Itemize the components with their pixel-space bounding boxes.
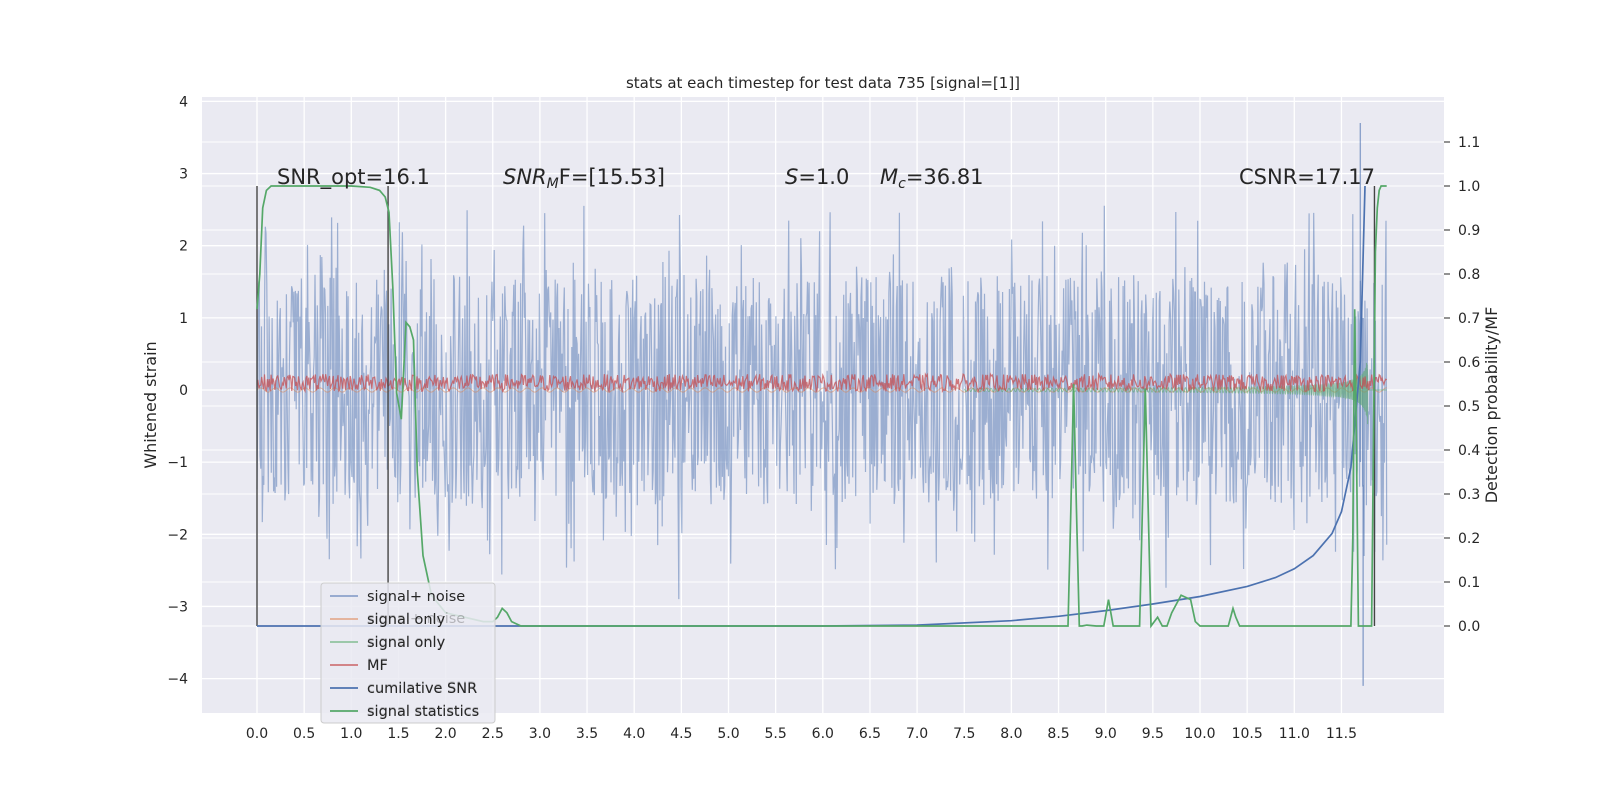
series-mf: [256, 372, 1388, 394]
x-tick-label-6: 3.0: [529, 726, 551, 742]
legend-label-2: signal only: [367, 635, 446, 651]
series-signal-statistics: [256, 185, 1387, 629]
y-right-tick-label-5: 0.5: [1458, 399, 1480, 415]
legend-ghost-label-2: MF: [367, 657, 388, 673]
x-tick-label-8: 4.0: [623, 726, 645, 742]
x-tick-label-22: 11.0: [1279, 726, 1310, 742]
x-tick-label-9: 4.5: [670, 726, 692, 742]
annotation-snr-opt: SNR_opt=16.1: [277, 165, 430, 190]
y-tick-label-5: −1: [167, 455, 188, 471]
y-right-tick-labels: 0.0 0.1 0.2 0.3 0.4 0.5 0.6 0.7 0.8 0.9 1.0 1.1: [1444, 135, 1480, 635]
y-right-tick-label-0: 0.0: [1458, 619, 1480, 635]
y-right-tick-label-7: 0.7: [1458, 311, 1480, 327]
annotation-mc: Mc=36.81: [880, 165, 984, 192]
annotation-snr-mf-main: SNR: [503, 165, 547, 189]
x-tick-labels: 0.0 0.5 1.0 1.5 2.0 2.5 3.0 3.5 4.0 4.5 5.0 5.5 6.0 6…: [246, 726, 1357, 742]
legend-label-4: cumilative SNR: [367, 681, 477, 697]
y-right-tick-label-9: 0.9: [1458, 223, 1480, 239]
x-tick-label-7: 3.5: [576, 726, 598, 742]
annotation-s: S=1.0: [785, 165, 849, 189]
legend-label-0: signal+ noise: [367, 589, 465, 605]
y-right-tick-label-8: 0.8: [1458, 267, 1480, 283]
annotation-s-rest: =1.0: [798, 165, 849, 189]
y-tick-label-3: 1: [179, 311, 188, 327]
x-tick-label-16: 8.0: [1000, 726, 1022, 742]
y-axis-label: Whitened strain: [141, 341, 160, 468]
series-cumulative-snr: [257, 185, 1366, 627]
series-layer: [256, 123, 1388, 686]
x-tick-label-19: 9.5: [1142, 726, 1164, 742]
y-tick-label-1: 3: [179, 167, 188, 183]
legend-label-5: signal statistics: [367, 704, 479, 720]
y-tick-label-8: −4: [167, 672, 188, 688]
series-signal-plus-noise: [256, 205, 1388, 600]
x-tick-label-2: 1.0: [340, 726, 362, 742]
x-tick-label-5: 2.5: [482, 726, 504, 742]
legend-ghost-label-0: signal+ noise: [367, 611, 465, 627]
x-tick-label-13: 6.5: [859, 726, 881, 742]
x-tick-label-20: 10.0: [1184, 726, 1215, 742]
legend-ghost-label-1: signal only: [367, 634, 446, 650]
y-right-tick-label-2: 0.2: [1458, 531, 1480, 547]
y-right-axis-label: Detection probability/MF: [1482, 307, 1501, 504]
y-right-tick-label-11: 1.1: [1458, 135, 1480, 151]
x-tick-label-12: 6.0: [812, 726, 834, 742]
x-tick-label-0: 0.0: [246, 726, 268, 742]
y-right-tick-label-6: 0.6: [1458, 355, 1480, 371]
annotation-s-main: S: [785, 165, 798, 189]
legend-ghost-label-3: cumilative SNR: [367, 680, 477, 696]
y-right-tick-label-10: 1.0: [1458, 179, 1480, 195]
annotation-csnr: CSNR=17.17: [1239, 165, 1375, 189]
annotation-snr-mf-sub: M: [547, 176, 559, 192]
legend-box: [320, 582, 496, 724]
y-right-tick-label-3: 0.3: [1458, 487, 1480, 503]
x-tick-label-18: 9.0: [1095, 726, 1117, 742]
annotation-mc-rest: =36.81: [906, 165, 984, 189]
annotations: SNR_opt=16.1 SNRMF=[15.53] S=1.0 Mc=36.8…: [277, 165, 1375, 192]
x-tick-label-23: 11.5: [1326, 726, 1357, 742]
x-tick-label-3: 1.5: [387, 726, 409, 742]
y-tick-labels: 4 3 2 1 0 −1 −2 −3 −4: [167, 94, 188, 687]
chart-title: stats at each timestep for test data 735…: [626, 74, 1020, 92]
legend-label-3: MF: [367, 658, 388, 674]
y-tick-label-4: 0: [179, 383, 188, 399]
legend-label-1: signal only: [367, 612, 446, 628]
annotation-snr-mf: SNRMF=[15.53]: [503, 165, 665, 192]
x-tick-label-17: 8.5: [1047, 726, 1069, 742]
y-tick-label-2: 2: [179, 239, 188, 255]
x-tick-label-11: 5.5: [765, 726, 787, 742]
annotation-mc-main: M: [880, 165, 898, 189]
x-tick-label-1: 0.5: [293, 726, 315, 742]
x-tick-label-21: 10.5: [1232, 726, 1263, 742]
y-tick-label-6: −2: [167, 527, 188, 543]
y-right-tick-label-4: 0.4: [1458, 443, 1480, 459]
x-tick-label-4: 2.0: [434, 726, 456, 742]
y-tick-label-0: 4: [179, 94, 188, 110]
x-tick-label-10: 5.0: [717, 726, 739, 742]
legend-ghost-label-4: signal statistics: [367, 703, 479, 719]
y-tick-label-7: −3: [167, 599, 188, 615]
annotation-mc-sub: c: [898, 176, 906, 192]
x-tick-label-14: 7.0: [906, 726, 928, 742]
annotation-snr-mf-rest: F=[15.53]: [559, 165, 665, 189]
x-tick-label-15: 7.5: [953, 726, 975, 742]
y-right-tick-label-1: 0.1: [1458, 575, 1480, 591]
